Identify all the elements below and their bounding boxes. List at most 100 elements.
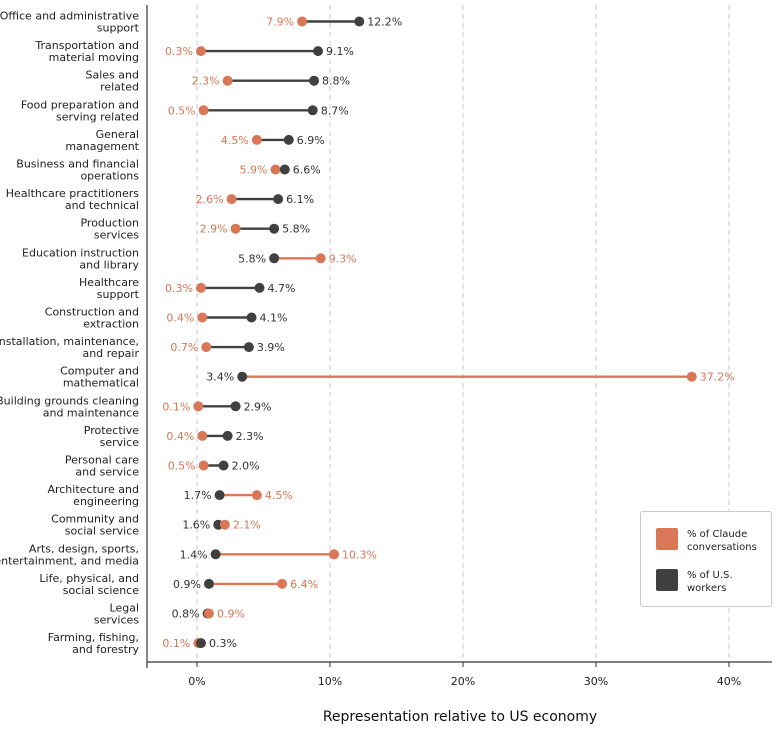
category-label-office-and-administrative-support: Office and administrative support [0,10,140,35]
dot-claude-life-physical-and-social-science [277,578,288,589]
category-label-transportation-and-material-moving: Transportation and material moving [34,39,139,64]
category-label-arts-design-sports-entertainment-and-media: Arts, design, sports, entertainment, and … [0,542,139,567]
value-label-workers-healthcare-support: 4.7% [268,282,296,295]
x-tick-label-30: 30% [584,675,608,688]
legend: % of Claude conversations % of U.S. work… [640,511,772,607]
category-label-line: engineering [73,495,139,508]
dot-workers-production-services [269,223,280,234]
value-label-workers-farming-fishing-and-forestry: 0.3% [209,637,237,650]
value-label-claude-community-and-social-service: 2.1% [233,519,261,532]
category-label-personal-care-and-service: Personal care and service [65,454,139,479]
value-label-workers-architecture-and-engineering: 1.7% [184,489,212,502]
category-label-line: Protective [84,424,139,437]
dot-claude-architecture-and-engineering [251,490,262,501]
value-label-workers-protective-service: 2.3% [236,430,264,443]
axes: 0% 10% 20% 30% 40% [146,5,772,688]
category-label-line: Architecture and [47,483,139,496]
value-label-claude-food-preparation-and-serving-related: 0.5% [168,104,196,117]
value-label-workers-legal-services: 0.8% [172,608,200,621]
dot-claude-education-instruction-and-library [315,253,326,264]
category-label-line: Arts, design, sports, [29,542,139,555]
category-label-line: Healthcare practitioners [6,187,139,200]
value-label-workers-office-and-administrative-support: 12.2% [367,16,402,29]
legend-label-workers: % of U.S. workers [687,570,733,594]
dot-claude-business-and-financial-operations [270,164,281,175]
category-label-line: material moving [49,51,139,64]
category-label-healthcare-practitioners-and-technical: Healthcare practitioners and technical [6,187,139,212]
dot-workers-computer-and-mathematical [237,371,248,382]
value-label-claude-general-management: 4.5% [221,134,249,147]
dot-workers-healthcare-support [254,282,265,293]
category-label-line: General [96,128,139,141]
category-label-line: Education instruction [22,246,139,259]
x-tick-label-10: 10% [318,675,342,688]
value-label-claude-healthcare-support: 0.3% [165,282,193,295]
category-label-farming-fishing-and-forestry: Farming, fishing, and forestry [48,631,140,656]
dot-claude-office-and-administrative-support [297,16,308,27]
value-label-workers-business-and-financial-operations: 6.6% [293,164,321,177]
category-label-line: Computer and [60,365,139,378]
category-label-line: support [97,22,140,35]
legend-label-claude: % of Claude conversations [687,529,757,553]
dot-workers-protective-service [222,430,233,441]
category-label-legal-services: Legal services [94,602,139,627]
value-label-workers-sales-and-related: 8.8% [322,75,350,88]
value-label-workers-life-physical-and-social-science: 0.9% [173,578,201,591]
value-label-workers-healthcare-practitioners-and-technical: 6.1% [286,193,314,206]
dot-claude-computer-and-mathematical [686,371,697,382]
value-label-claude-personal-care-and-service: 0.5% [168,460,196,473]
category-label-line: management [65,140,139,153]
value-label-claude-healthcare-practitioners-and-technical: 2.6% [196,193,224,206]
dot-claude-food-preparation-and-serving-related [198,105,209,116]
value-label-workers-general-management: 6.9% [297,134,325,147]
category-label-general-management: General management [65,128,139,153]
value-label-claude-sales-and-related: 2.3% [192,75,220,88]
dot-workers-office-and-administrative-support [354,16,365,27]
data-marks [193,16,697,649]
value-label-claude-education-instruction-and-library: 9.3% [329,252,357,265]
dot-claude-installation-maintenance-and-repair [201,342,212,353]
value-label-claude-transportation-and-material-moving: 0.3% [165,45,193,58]
value-label-workers-production-services: 5.8% [282,223,310,236]
value-label-claude-protective-service: 0.4% [166,430,194,443]
category-label-line: and maintenance [43,406,139,419]
category-label-line: extraction [83,318,139,331]
dot-claude-sales-and-related [222,75,233,86]
value-label-workers-personal-care-and-service: 2.0% [232,460,260,473]
category-labels: Office and administrative support Transpor… [0,10,140,657]
dot-claude-building-grounds-cleaning-and-maintenance [193,401,204,412]
category-label-life-physical-and-social-science: Life, physical, and social science [39,572,139,597]
category-label-production-services: Production services [80,217,139,242]
value-label-claude-arts-design-sports-entertainment-and-media: 10.3% [342,548,377,561]
category-label-protective-service: Protective service [84,424,139,449]
value-labels: 7.9% 12.2% 0.3% 9.1% 2.3% 8.8% 0.5% 8.7% 4.5% 6.9… [162,16,734,651]
category-label-installation-maintenance-and-repair: Installation, maintenance, and repair [0,335,139,360]
dot-claude-arts-design-sports-entertainment-and-media [328,549,339,560]
category-label-food-preparation-and-serving-related: Food preparation and serving related [21,98,139,123]
category-label-line: Construction and [45,306,139,319]
value-label-workers-construction-and-extraction: 4.1% [260,312,288,325]
category-label-line: Life, physical, and [39,572,139,585]
category-label-construction-and-extraction: Construction and extraction [45,306,139,331]
grid-lines [196,5,730,662]
dot-workers-healthcare-practitioners-and-technical [273,194,284,205]
dot-claude-construction-and-extraction [197,312,208,323]
category-label-education-instruction-and-library: Education instruction and library [22,246,139,271]
dot-claude-transportation-and-material-moving [195,46,206,57]
category-label-line: Personal care [65,454,139,467]
legend-item-workers: % of U.S. workers [656,569,765,595]
dot-workers-transportation-and-material-moving [313,46,324,57]
category-label-line: social science [63,584,139,597]
value-label-claude-installation-maintenance-and-repair: 0.7% [170,341,198,354]
dot-claude-general-management [251,134,262,145]
category-label-sales-and-related: Sales and related [86,69,139,94]
x-tick-label-40: 40% [717,675,741,688]
category-label-line: Building grounds cleaning [0,394,139,407]
value-label-workers-arts-design-sports-entertainment-and-media: 1.4% [180,548,208,561]
dot-workers-business-and-financial-operations [279,164,290,175]
category-label-line: and service [75,466,139,479]
category-label-line: entertainment, and media [0,554,139,567]
value-label-claude-life-physical-and-social-science: 6.4% [290,578,318,591]
legend-item-claude: % of Claude conversations [656,528,765,554]
category-label-line: Sales and [86,69,139,82]
